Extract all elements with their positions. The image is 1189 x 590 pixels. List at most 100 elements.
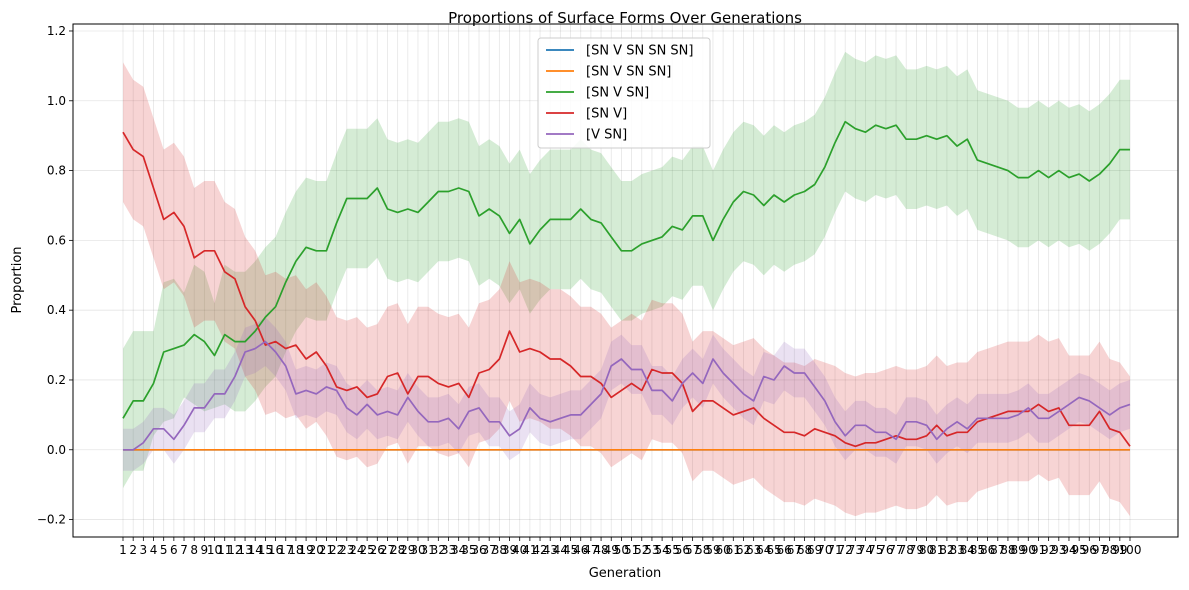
x-tick-label-98: 98 bbox=[1102, 543, 1117, 557]
x-tick-label-87: 87 bbox=[990, 543, 1005, 557]
x-tick-label-93: 93 bbox=[1051, 543, 1066, 557]
x-tick-label-14: 14 bbox=[248, 543, 263, 557]
x-tick-label-70: 70 bbox=[817, 543, 832, 557]
y-tick-label-7: 1.2 bbox=[47, 24, 66, 38]
x-tick-label-50: 50 bbox=[614, 543, 629, 557]
x-tick-label-75: 75 bbox=[868, 543, 883, 557]
x-tick-label-100: 100 bbox=[1119, 543, 1142, 557]
y-tick-label-0: −0.2 bbox=[37, 513, 66, 527]
legend-label-3: [SN V] bbox=[586, 107, 627, 122]
legend-label-0: [SN V SN SN SN] bbox=[586, 44, 693, 59]
x-tick-label-90: 90 bbox=[1021, 543, 1036, 557]
x-tick-label-69: 69 bbox=[807, 543, 822, 557]
x-tick-label-4: 4 bbox=[150, 543, 158, 557]
x-tick-label-63: 63 bbox=[746, 543, 761, 557]
x-tick-label-31: 31 bbox=[421, 543, 436, 557]
y-tick-label-5: 0.8 bbox=[47, 164, 66, 178]
x-tick-label-73: 73 bbox=[848, 543, 863, 557]
x-tick-label-1: 1 bbox=[119, 543, 127, 557]
x-tick-label-8: 8 bbox=[190, 543, 198, 557]
line-series-2 bbox=[122, 120, 1130, 419]
x-tick-label-9: 9 bbox=[201, 543, 209, 557]
x-tick-label-83: 83 bbox=[949, 543, 964, 557]
y-axis-ticks: −0.2 0.0 0.2 0.4 0.6 0.8 1.0 1.2 bbox=[37, 24, 73, 527]
x-tick-label-46: 46 bbox=[573, 543, 588, 557]
x-tick-label-47: 47 bbox=[583, 543, 598, 557]
line-series-4 bbox=[123, 340, 1131, 451]
x-tick-label-78: 78 bbox=[899, 543, 914, 557]
x-tick-label-19: 19 bbox=[298, 543, 313, 557]
x-tick-label-58: 58 bbox=[695, 543, 710, 557]
x-tick-label-60: 60 bbox=[715, 543, 730, 557]
x-tick-label-61: 61 bbox=[726, 543, 741, 557]
y-tick-label-2: 0.2 bbox=[47, 373, 66, 387]
x-tick-label-18: 18 bbox=[288, 543, 303, 557]
x-axis-ticks: 1 2 3 4 5 6 7 8 91011121314151617181920212223242… bbox=[119, 537, 1141, 557]
y-tick-label-3: 0.4 bbox=[47, 303, 66, 317]
x-tick-label-72: 72 bbox=[838, 543, 853, 557]
x-tick-label-15: 15 bbox=[258, 543, 273, 557]
x-tick-label-51: 51 bbox=[624, 543, 639, 557]
legend-label-4: [V SN] bbox=[586, 128, 627, 143]
x-tick-label-80: 80 bbox=[919, 543, 934, 557]
line-series-3 bbox=[122, 131, 1131, 448]
x-tick-label-92: 92 bbox=[1041, 543, 1056, 557]
x-tick-label-59: 59 bbox=[705, 543, 720, 557]
x-tick-label-74: 74 bbox=[858, 543, 873, 557]
x-tick-label-12: 12 bbox=[227, 543, 242, 557]
x-tick-label-13: 13 bbox=[237, 543, 252, 557]
x-tick-label-62: 62 bbox=[736, 543, 751, 557]
x-tick-label-97: 97 bbox=[1092, 543, 1107, 557]
x-tick-label-10: 10 bbox=[207, 543, 222, 557]
x-tick-label-7: 7 bbox=[180, 543, 188, 557]
x-axis-label: Generation bbox=[589, 566, 662, 581]
y-tick-label-4: 0.6 bbox=[47, 233, 66, 247]
plot-frame bbox=[72, 23, 1179, 538]
y-tick-label-6: 1.0 bbox=[47, 94, 66, 108]
x-tick-label-11: 11 bbox=[217, 543, 232, 557]
x-tick-label-22: 22 bbox=[329, 543, 344, 557]
x-tick-label-64: 64 bbox=[756, 543, 771, 557]
x-tick-label-34: 34 bbox=[451, 543, 466, 557]
x-tick-label-53: 53 bbox=[644, 543, 659, 557]
legend: [SN V SN SN SN] [SN V SN SN] [SN V SN] [SN … bbox=[537, 37, 711, 149]
x-tick-label-91: 91 bbox=[1031, 543, 1046, 557]
x-tick-label-17: 17 bbox=[278, 543, 293, 557]
x-tick-label-32: 32 bbox=[431, 543, 446, 557]
x-tick-label-67: 67 bbox=[787, 543, 802, 557]
x-tick-label-45: 45 bbox=[563, 543, 578, 557]
x-tick-label-42: 42 bbox=[532, 543, 547, 557]
x-tick-label-23: 23 bbox=[339, 543, 354, 557]
x-tick-label-39: 39 bbox=[502, 543, 517, 557]
x-tick-label-54: 54 bbox=[654, 543, 669, 557]
x-tick-label-99: 99 bbox=[1112, 543, 1127, 557]
x-tick-label-40: 40 bbox=[512, 543, 527, 557]
x-tick-label-76: 76 bbox=[878, 543, 893, 557]
x-tick-label-5: 5 bbox=[160, 543, 168, 557]
x-tick-label-94: 94 bbox=[1061, 543, 1076, 557]
band-series-3 bbox=[123, 62, 1130, 517]
x-tick-label-30: 30 bbox=[410, 543, 425, 557]
x-tick-label-16: 16 bbox=[268, 543, 283, 557]
x-tick-label-49: 49 bbox=[604, 543, 619, 557]
x-tick-label-33: 33 bbox=[441, 543, 456, 557]
x-tick-label-6: 6 bbox=[170, 543, 178, 557]
x-tick-label-55: 55 bbox=[665, 543, 680, 557]
x-tick-label-44: 44 bbox=[553, 543, 568, 557]
x-tick-label-65: 65 bbox=[766, 543, 781, 557]
x-tick-label-71: 71 bbox=[827, 543, 842, 557]
x-tick-label-52: 52 bbox=[634, 543, 649, 557]
x-tick-label-3: 3 bbox=[140, 543, 148, 557]
x-tick-label-95: 95 bbox=[1072, 543, 1087, 557]
x-tick-label-35: 35 bbox=[461, 543, 476, 557]
x-tick-label-85: 85 bbox=[970, 543, 985, 557]
x-tick-label-57: 57 bbox=[685, 543, 700, 557]
x-tick-label-96: 96 bbox=[1082, 543, 1097, 557]
x-tick-label-68: 68 bbox=[797, 543, 812, 557]
series-lines bbox=[122, 120, 1131, 451]
band-series-2 bbox=[123, 51, 1130, 489]
x-tick-label-66: 66 bbox=[777, 543, 792, 557]
x-tick-label-28: 28 bbox=[390, 543, 405, 557]
x-tick-label-41: 41 bbox=[522, 543, 537, 557]
